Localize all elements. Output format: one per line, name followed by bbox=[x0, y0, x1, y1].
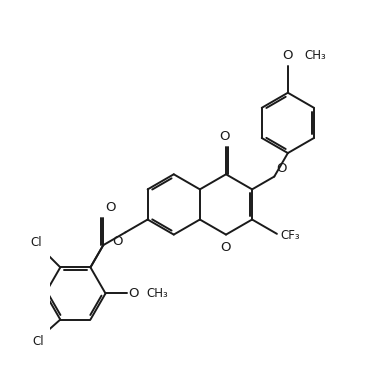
Text: O: O bbox=[276, 162, 287, 175]
Text: O: O bbox=[128, 287, 139, 300]
Text: CF₃: CF₃ bbox=[281, 229, 300, 242]
Text: Cl: Cl bbox=[32, 335, 44, 348]
Text: Cl: Cl bbox=[31, 236, 42, 249]
Text: CH₃: CH₃ bbox=[146, 287, 168, 300]
Text: O: O bbox=[221, 241, 231, 254]
Text: O: O bbox=[113, 235, 123, 248]
Text: O: O bbox=[283, 49, 293, 62]
Text: O: O bbox=[219, 129, 230, 142]
Text: CH₃: CH₃ bbox=[305, 49, 326, 62]
Text: O: O bbox=[105, 201, 116, 214]
